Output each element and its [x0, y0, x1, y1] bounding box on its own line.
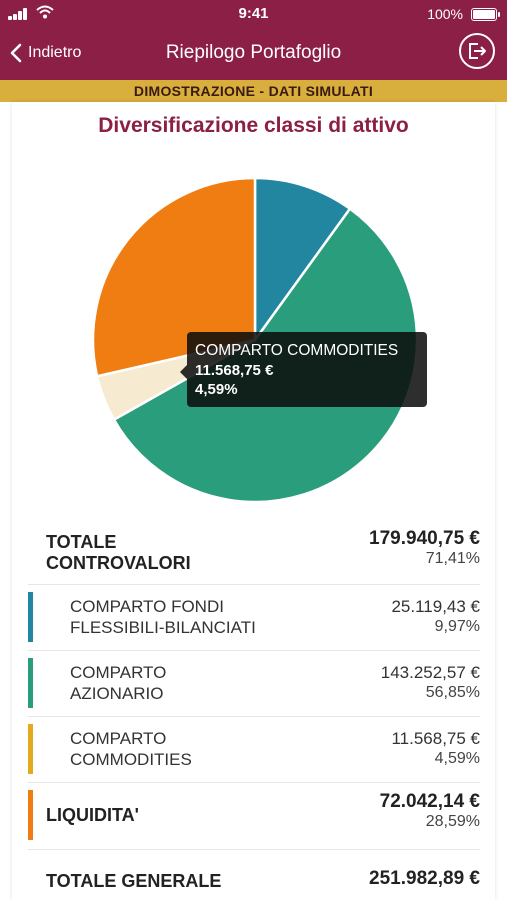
liquidita-color-bar: [28, 790, 33, 840]
battery-percent: 100%: [427, 6, 463, 22]
liquidita-label: LIQUIDITA': [46, 805, 139, 825]
totale-generale-values: 251.982,89 €: [369, 868, 480, 889]
commodities-value: 11.568,75 €: [391, 729, 480, 748]
status-time: 9:41: [238, 5, 269, 22]
fondi-label: COMPARTO FONDI FLESSIBILI-BILANCIATI: [70, 597, 256, 637]
row-liquidita[interactable]: LIQUIDITA' 72.042,14 € 28,59%: [28, 783, 480, 849]
chart-tooltip: COMPARTO COMMODITIES 11.568,75 € 4,59%: [180, 332, 427, 407]
status-bar: 9:41 100%: [0, 0, 507, 28]
signal-icon: [8, 8, 30, 20]
commodities-percent: 4,59%: [434, 750, 480, 767]
totale-generale-label: TOTALE GENERALE: [46, 871, 222, 891]
pie-slice-0[interactable]: [253, 176, 352, 342]
nav-bar: Indietro Riepilogo Portafoglio: [0, 28, 507, 80]
row-totale-generale: TOTALE GENERALE 251.982,89 €: [28, 850, 480, 900]
fondi-percent: 9,97%: [434, 618, 480, 635]
fondi-values: 25.119,43 € 9,97%: [391, 596, 480, 637]
tooltip-percent: 4,59%: [195, 381, 238, 398]
fondi-color-bar: [28, 592, 33, 642]
logout-button[interactable]: [459, 33, 495, 69]
page-title: Riepilogo Portafoglio: [165, 42, 342, 63]
liquidita-values: 72.042,14 € 28,59%: [380, 791, 480, 832]
totale-controvalori-values: 179.940,75 € 71,41%: [369, 528, 480, 569]
totale-controvalori-value: 179.940,75 €: [369, 528, 480, 549]
fondi-value: 25.119,43 €: [391, 597, 480, 616]
divider: [28, 716, 480, 717]
liquidita-value: 72.042,14 €: [379, 791, 480, 812]
back-button[interactable]: Indietro: [10, 38, 81, 68]
totale-controvalori-label: TOTALE CONTROVALORI: [46, 532, 191, 573]
divider: [28, 849, 480, 850]
commodities-values: 11.568,75 € 4,59%: [391, 728, 480, 769]
chart-title: Diversificazione classi di attivo: [98, 114, 409, 137]
row-commodities[interactable]: COMPARTO COMMODITIES 11.568,75 € 4,59%: [28, 717, 480, 782]
battery-icon: [471, 8, 500, 21]
row-fondi[interactable]: COMPARTO FONDI FLESSIBILI-BILANCIATI 25.…: [28, 585, 480, 650]
azionario-label: COMPARTO AZIONARIO: [70, 663, 167, 703]
liquidita-percent: 28,59%: [425, 813, 480, 830]
demo-banner: DIMOSTRAZIONE - DATI SIMULATI: [0, 80, 507, 102]
divider: [28, 650, 480, 651]
commodities-color-bar: [28, 724, 33, 774]
tooltip-value: 11.568,75 €: [195, 362, 274, 379]
pie-slice-3[interactable]: [91, 176, 257, 378]
row-totale-controvalori: TOTALE CONTROVALORI 179.940,75 € 71,41%: [28, 520, 480, 584]
logout-icon: [469, 43, 486, 59]
totale-controvalori-percent: 71,41%: [425, 550, 480, 567]
azionario-value: 143.252,57 €: [380, 663, 480, 682]
row-azionario[interactable]: COMPARTO AZIONARIO 143.252,57 € 56,85%: [28, 651, 480, 716]
azionario-color-bar: [28, 658, 33, 708]
divider: [28, 782, 480, 783]
wifi-icon: [36, 5, 54, 19]
chevron-left-icon: [10, 43, 22, 63]
totale-generale-value: 251.982,89 €: [369, 868, 480, 889]
commodities-label: COMPARTO COMMODITIES: [70, 729, 192, 769]
azionario-percent: 56,85%: [425, 684, 480, 701]
divider: [28, 584, 480, 585]
back-label: Indietro: [28, 44, 82, 61]
azionario-values: 143.252,57 € 56,85%: [381, 662, 480, 703]
app-header: 9:41 100% Indietro Riepilogo Portafoglio: [0, 0, 507, 80]
tooltip-name: COMPARTO COMMODITIES: [195, 342, 399, 359]
